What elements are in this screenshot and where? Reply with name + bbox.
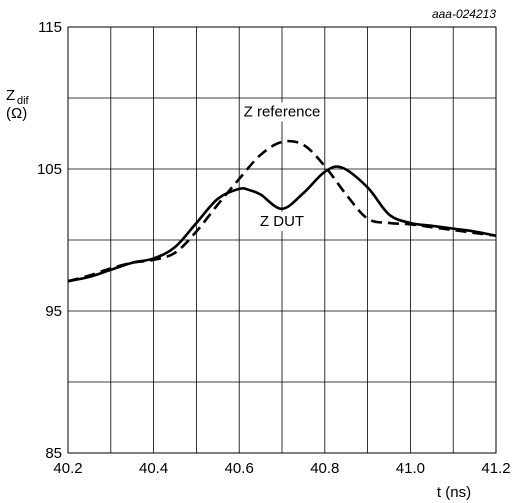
- x-tick-label: 40.2: [53, 460, 82, 477]
- x-axis-label: t (ns): [437, 484, 471, 501]
- x-tick-label: 41.2: [481, 460, 510, 477]
- annotation-background: [257, 211, 307, 231]
- grid: [68, 27, 496, 453]
- series-annotation-label: Z reference: [244, 103, 321, 120]
- x-tick-labels: 40.2 40.4 40.6 40.8 41.0 41.2: [53, 460, 510, 477]
- z-dut-line: [67, 165, 497, 283]
- y-tick-label: 95: [45, 303, 62, 320]
- annotations: Z reference Z DUT: [241, 102, 323, 231]
- x-tick-label: 40.8: [310, 460, 339, 477]
- figure-code: aaa-024213: [432, 7, 496, 21]
- y-axis-label-main: Z: [6, 87, 15, 104]
- x-tick-label: 40.4: [139, 460, 168, 477]
- x-tick-label: 41.0: [396, 460, 425, 477]
- x-tick-label: 40.6: [225, 460, 254, 477]
- annotation-background: [241, 102, 323, 122]
- series-annotation-label: Z DUT: [260, 213, 304, 230]
- y-axis-label-sub: dif: [17, 95, 30, 107]
- y-tick-label: 115: [38, 19, 62, 36]
- y-tick-labels: 85 95 105 115: [37, 19, 62, 462]
- y-tick-label: 85: [45, 445, 62, 462]
- series-group: [67, 139, 497, 283]
- y-tick-label: 105: [37, 161, 62, 178]
- plot-frame: [67, 26, 497, 454]
- y-axis-label-unit: (Ω): [6, 105, 27, 122]
